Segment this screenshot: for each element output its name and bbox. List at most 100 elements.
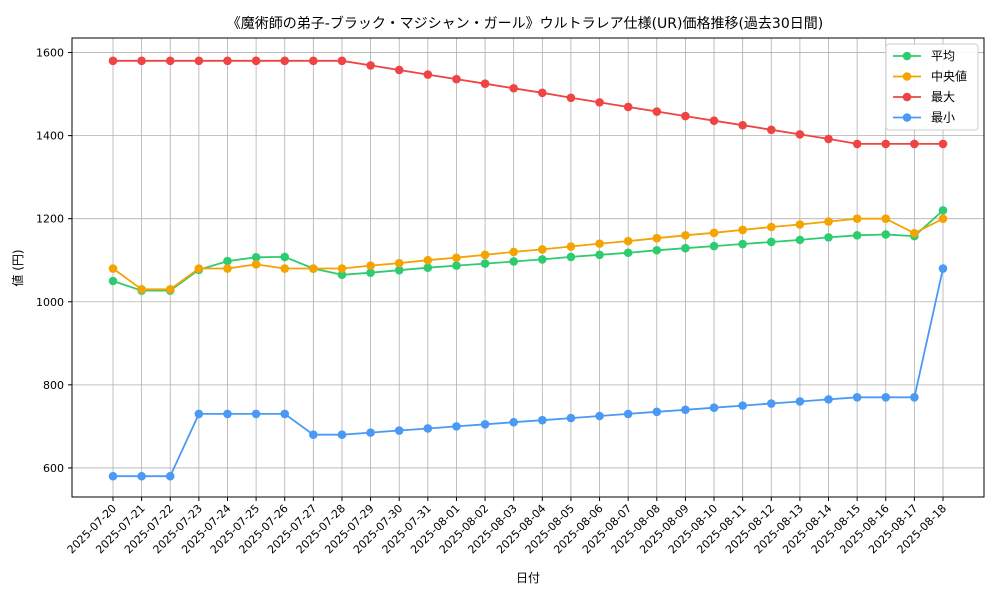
data-point [423,255,433,265]
data-point [394,258,404,268]
data-point [337,56,347,66]
data-point [223,409,232,419]
data-point [509,257,518,266]
data-point [824,395,833,404]
data-point [766,125,776,135]
data-point [652,407,662,417]
data-point [938,264,948,273]
data-point [108,56,118,66]
data-point [566,252,576,262]
y-tick-label: 1400 [36,130,64,143]
data-point [824,134,833,144]
data-point [910,139,919,149]
data-point [480,250,490,260]
data-point [480,79,490,88]
data-point [824,233,833,242]
data-point [795,130,805,139]
data-point [652,107,662,116]
series-3 [108,264,948,481]
data-point [137,56,146,66]
data-point [452,261,461,270]
legend-marker [902,72,912,81]
data-point [165,471,175,481]
data-point [595,250,604,260]
data-point [910,228,919,238]
data-point [709,228,719,238]
data-point [566,93,576,103]
data-point [509,247,518,257]
x-axis-label: 日付 [516,571,540,585]
data-point [595,98,604,107]
data-point [738,239,747,249]
data-point [452,422,461,431]
data-point [280,56,290,66]
data-point [423,263,433,273]
data-point [795,397,805,406]
series [108,56,948,481]
data-point [165,56,175,66]
data-point [852,214,862,223]
data-point [538,255,547,264]
data-point [709,116,719,125]
data-point [366,261,375,270]
data-point [480,420,490,429]
data-point [623,248,633,258]
data-point [824,217,833,226]
data-point [623,409,633,419]
data-point [108,264,118,273]
data-point [881,230,891,239]
data-point [337,264,347,273]
series-line [113,59,943,145]
data-point [223,256,232,266]
y-tick-label: 1000 [36,296,64,309]
plot-area [71,37,985,498]
data-point [738,401,747,410]
legend-entry: 最小 [931,111,955,125]
data-point [595,239,604,248]
data-point [681,111,690,121]
data-point [566,413,576,423]
data-point [309,56,318,66]
data-point [709,403,719,412]
data-point [766,222,776,232]
data-point [910,393,919,402]
data-point [194,264,204,273]
legend-marker [902,113,912,122]
data-point [394,426,404,435]
data-point [480,259,490,268]
data-point [394,265,404,275]
legend-box [885,43,979,131]
data-point [881,393,891,402]
data-point [108,471,118,481]
data-point [681,243,690,253]
data-point [652,245,662,255]
data-point [251,253,261,262]
data-point [623,102,633,112]
x-axis: 2025-07-202025-07-212025-07-222025-07-23… [65,497,949,556]
data-point [738,120,747,130]
data-point [366,61,375,70]
data-point [795,235,805,245]
data-point [223,56,232,66]
data-point [251,409,261,419]
data-point [309,430,318,439]
data-point [137,285,146,294]
data-point [538,415,547,425]
data-point [538,245,547,254]
data-point [595,411,604,421]
data-point [194,409,204,419]
data-point [881,139,891,149]
data-point [280,264,290,273]
legend-entry: 中央値 [931,69,967,84]
legend-marker [902,92,912,102]
data-point [280,252,290,262]
data-point [251,56,261,66]
y-tick-label: 1600 [36,47,64,60]
series-line [112,217,944,291]
data-point [337,270,347,280]
data-point [852,393,862,402]
data-point [394,65,404,75]
data-point [566,242,576,251]
data-point [938,206,948,215]
